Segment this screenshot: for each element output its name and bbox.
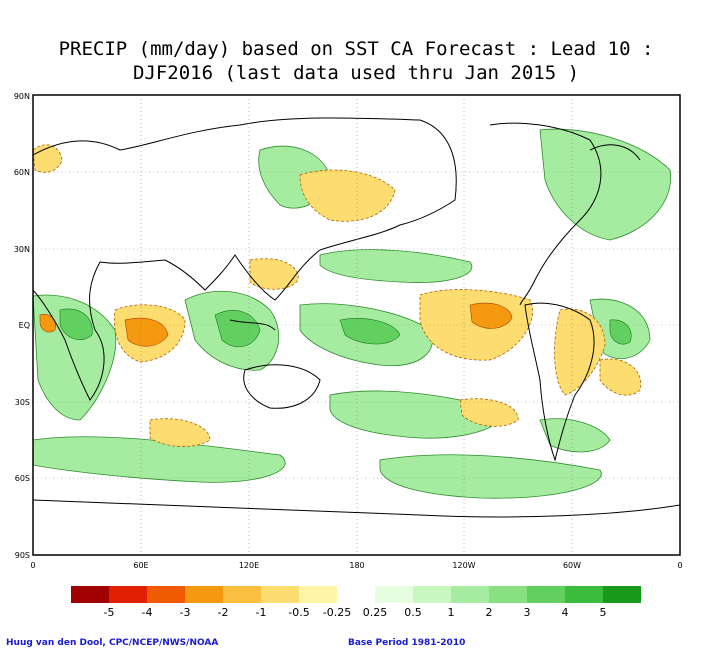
legend-label: -1 bbox=[256, 606, 267, 619]
legend-swatch bbox=[565, 586, 603, 603]
lon-label-120e: 120E bbox=[239, 561, 259, 570]
author-credit: Huug van den Dool, CPC/NCEP/NWS/NOAA bbox=[6, 638, 219, 648]
legend-label: 0.25 bbox=[363, 606, 388, 619]
color-legend: -5 -4 -3 -2 -1 -0.5 -0.25 0.25 0.5 1 2 3 4 5 bbox=[71, 586, 641, 619]
lon-label-0-east: 0 bbox=[677, 561, 682, 570]
legend-swatch bbox=[413, 586, 451, 603]
legend-swatch bbox=[489, 586, 527, 603]
legend-label: -0.25 bbox=[323, 606, 351, 619]
legend-swatch bbox=[603, 586, 641, 603]
legend-swatch bbox=[337, 586, 375, 603]
lon-label-0-west: 0 bbox=[30, 561, 35, 570]
lon-label-120w: 120W bbox=[452, 561, 475, 570]
legend-label: -0.5 bbox=[288, 606, 309, 619]
lon-label-180: 180 bbox=[349, 561, 364, 570]
legend-label: 3 bbox=[524, 606, 531, 619]
lat-label-eq: EQ bbox=[19, 321, 30, 330]
lon-label-60w: 60W bbox=[563, 561, 581, 570]
legend-swatch bbox=[261, 586, 299, 603]
lat-label-60n: 60N bbox=[14, 168, 30, 177]
legend-label: -3 bbox=[180, 606, 191, 619]
legend-label: 2 bbox=[486, 606, 493, 619]
coastlines bbox=[33, 117, 680, 518]
legend-swatch bbox=[147, 586, 185, 603]
legend-swatch bbox=[299, 586, 337, 603]
lat-label-90s: 90S bbox=[15, 551, 30, 560]
legend-swatch bbox=[451, 586, 489, 603]
legend-swatch bbox=[375, 586, 413, 603]
base-period-note: Base Period 1981-2010 bbox=[348, 638, 466, 648]
legend-label: 0.5 bbox=[404, 606, 422, 619]
legend-swatch bbox=[223, 586, 261, 603]
legend-swatch bbox=[109, 586, 147, 603]
legend-label: 1 bbox=[448, 606, 455, 619]
legend-label: -2 bbox=[218, 606, 229, 619]
lat-label-30n: 30N bbox=[14, 245, 30, 254]
legend-label: 5 bbox=[600, 606, 607, 619]
graticule bbox=[33, 95, 680, 555]
legend-label: 4 bbox=[562, 606, 569, 619]
lat-label-90n: 90N bbox=[14, 92, 30, 101]
strong-dry-cores bbox=[39, 302, 513, 347]
plot-frame bbox=[32, 94, 681, 556]
map-title-line-2: DJF2016 (last data used thru Jan 2015 ) bbox=[132, 62, 580, 84]
legend-label: -5 bbox=[104, 606, 115, 619]
precip-anomaly-field bbox=[33, 95, 680, 555]
legend-swatch bbox=[527, 586, 565, 603]
map-title-line-1: PRECIP (mm/day) based on SST CA Forecast… bbox=[58, 38, 654, 60]
lon-label-60e: 60E bbox=[133, 561, 148, 570]
lat-label-30s: 30S bbox=[15, 398, 30, 407]
legend-swatch bbox=[185, 586, 223, 603]
wet-anomaly-regions bbox=[33, 128, 672, 499]
legend-swatch bbox=[71, 586, 109, 603]
legend-label: -4 bbox=[142, 606, 153, 619]
lat-label-60s: 60S bbox=[15, 474, 30, 483]
